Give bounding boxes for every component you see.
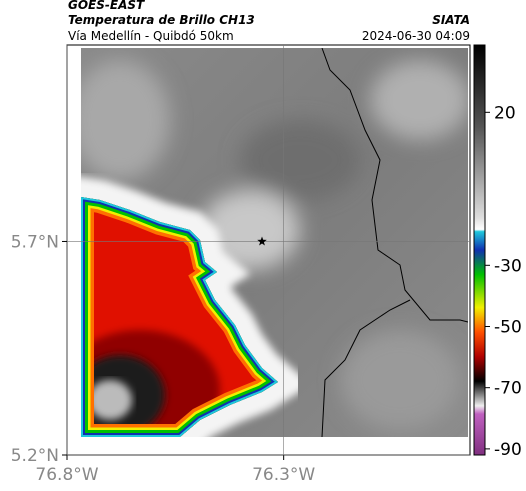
- colorbar-tick-label: -90: [494, 440, 522, 460]
- subtitle: Vía Medellín - Quibdó 50km: [68, 29, 234, 43]
- colorbar: [473, 44, 486, 456]
- colorbar-tick-label: -30: [494, 256, 522, 276]
- location-marker: [257, 236, 267, 246]
- y-tick-label: 5.7°N: [11, 232, 59, 252]
- datetime: 2024-06-30 04:09: [362, 29, 470, 43]
- colorbar-tick-label: -70: [494, 379, 522, 399]
- source: GOES-EAST: [68, 0, 145, 12]
- title: Temperatura de Brillo CH13: [68, 13, 255, 27]
- x-tick-label: 76.3°W: [252, 465, 315, 485]
- satellite-image: [81, 48, 468, 437]
- y-tick-label: 5.2°N: [11, 446, 59, 466]
- org: SIATA: [432, 13, 470, 27]
- colorbar-tick-label: -50: [494, 317, 522, 337]
- colorbar-tick-label: 20: [494, 103, 516, 123]
- x-tick-label: 76.8°W: [35, 465, 98, 485]
